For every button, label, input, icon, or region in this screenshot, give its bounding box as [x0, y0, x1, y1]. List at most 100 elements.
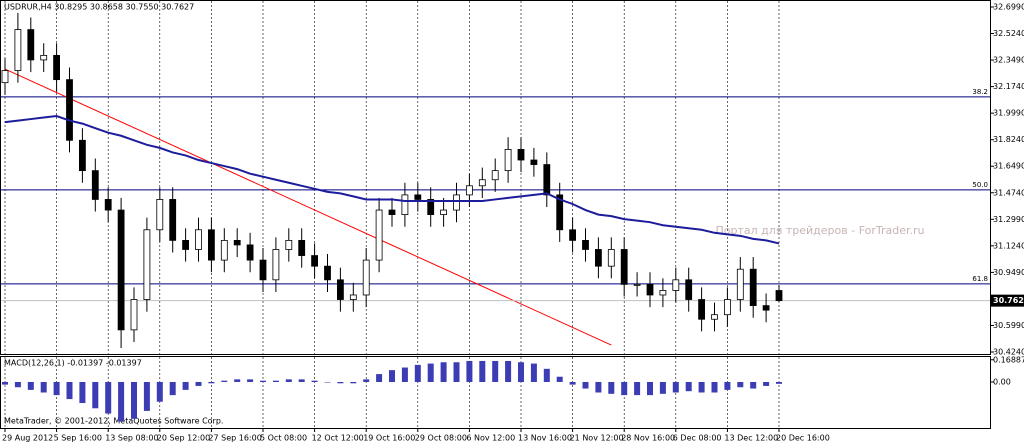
y-tick-label: 32.5240: [993, 29, 1024, 38]
histogram-bar: [143, 381, 150, 411]
trendline: [4, 68, 612, 346]
histogram-bar: [556, 376, 563, 382]
histogram-bar: [466, 360, 473, 382]
moving-average: [4, 115, 780, 245]
candle-body: [40, 54, 48, 61]
candle-body: [220, 239, 228, 261]
candle-body: [724, 299, 731, 316]
histogram-bar: [324, 381, 331, 383]
candle-body: [582, 239, 589, 250]
candle-body: [91, 170, 99, 200]
y-tick-label: 30.9490: [993, 268, 1024, 277]
x-tick-label: 13 Dec 12:00: [724, 434, 778, 443]
chart-title: USDRUR,H4 30.8295 30.8658 30.7550 30.762…: [4, 3, 194, 12]
candle-body: [375, 209, 383, 261]
y-tick-label: 31.2990: [993, 215, 1024, 224]
histogram-bar: [401, 367, 408, 382]
histogram-bar: [621, 381, 628, 396]
x-tick-label: 13 Sep 08:00: [105, 434, 158, 443]
candle-body: [324, 265, 331, 281]
histogram-bar: [2, 381, 8, 385]
candle-body: [504, 148, 512, 172]
x-tick-label: 21 Nov 12:00: [570, 434, 624, 443]
histogram-bar: [195, 381, 202, 386]
histogram-bar: [260, 380, 266, 382]
level-label: 50.0: [972, 181, 988, 189]
candle-body: [440, 209, 448, 216]
candle-body: [698, 299, 705, 320]
candle-body: [117, 209, 125, 331]
histogram-bar: [208, 381, 215, 384]
histogram-bar: [105, 381, 112, 414]
histogram-bar: [40, 381, 47, 393]
y-tick-label: 31.4740: [993, 188, 1024, 197]
histogram-bar: [156, 381, 163, 402]
candle-body: [775, 290, 783, 302]
candle-body: [66, 79, 73, 141]
histogram-bar: [737, 381, 744, 388]
y-tick-label: 32.3490: [993, 56, 1024, 65]
histogram-bar: [479, 360, 486, 382]
candle-body: [79, 139, 86, 172]
histogram-bar: [647, 381, 653, 396]
histogram-bar: [234, 379, 241, 382]
candle-body: [749, 268, 757, 306]
candle-body: [414, 194, 422, 200]
y-tick-label: 32.6990: [993, 3, 1024, 12]
histogram-bar: [298, 379, 305, 382]
histogram-bar: [608, 381, 615, 394]
y-tick-label: 31.8240: [993, 135, 1024, 144]
last-price-box: [991, 294, 1024, 307]
y-tick-label: 0.16887: [993, 355, 1024, 364]
histogram-bar: [221, 380, 228, 382]
histogram-bar: [14, 381, 21, 388]
histogram-bar: [505, 360, 512, 382]
histogram-bar: [685, 381, 692, 392]
indicator-title: MACD(12,26,1) -0.01397 -0.01397: [4, 359, 142, 368]
candle-body: [53, 54, 60, 81]
x-tick-label: 6 Dec 08:00: [673, 434, 722, 443]
candle-body: [736, 268, 744, 300]
x-tick-label: 19 Oct 16:00: [363, 434, 415, 443]
last-price-label: 30.7627: [993, 296, 1024, 305]
histogram-bar: [763, 381, 770, 386]
histogram-bar: [311, 380, 318, 382]
histogram-bar: [453, 362, 460, 382]
y-tick-label: 31.1240: [993, 241, 1024, 250]
histogram-bar: [530, 363, 537, 382]
candle-body: [104, 199, 112, 211]
candle-body: [556, 194, 564, 231]
candle-body: [207, 229, 215, 261]
histogram-bar: [363, 379, 370, 382]
candle-body: [195, 229, 202, 250]
candle-body: [1, 70, 9, 84]
candle-body: [465, 185, 473, 196]
y-tick-label: 32.1740: [993, 82, 1024, 91]
histogram-bar: [66, 381, 73, 400]
histogram-bar: [27, 381, 34, 390]
y-tick-label: 31.9990: [993, 109, 1024, 118]
histogram-bar: [350, 381, 357, 384]
histogram-bar: [518, 362, 524, 382]
histogram-bar: [182, 381, 189, 390]
candle-body: [156, 199, 164, 231]
histogram-bar: [337, 381, 344, 384]
y-tick-label: 30.5990: [993, 321, 1024, 330]
candle-body: [646, 283, 654, 296]
candle-body: [762, 305, 770, 311]
histogram-bar: [272, 380, 279, 382]
candle-body: [336, 279, 344, 300]
candle-body: [530, 159, 538, 165]
level-label: 61.8: [972, 275, 988, 283]
x-tick-label: 5 Sep 16:00: [54, 434, 102, 443]
histogram-bar: [543, 368, 550, 382]
candle-body: [233, 239, 241, 246]
histogram-bar: [389, 370, 395, 382]
histogram-bar: [427, 363, 434, 382]
candle-body: [427, 199, 435, 216]
candle-body: [246, 244, 254, 261]
candle-body: [517, 148, 525, 161]
candle-body: [272, 249, 280, 281]
candle-body: [130, 299, 138, 331]
